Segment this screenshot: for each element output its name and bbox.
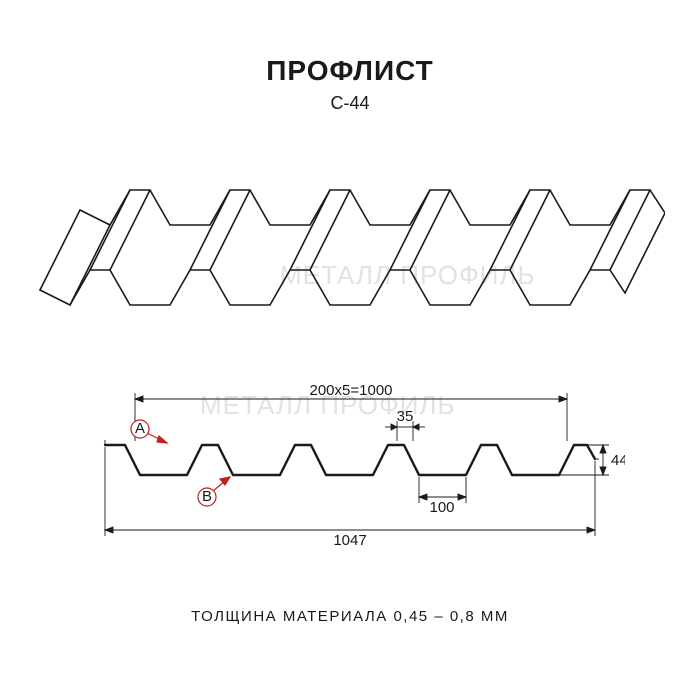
thickness-label: ТОЛЩИНА МАТЕРИАЛА 0,45 – 0,8 ММ (0, 608, 700, 625)
dim-height: 44 (611, 452, 625, 469)
isometric-profile-view (35, 175, 665, 320)
marker-a-label: A (135, 420, 145, 437)
cross-section-view: 200х5=1000 35 44 100 (75, 385, 625, 555)
dim-top-flat: 35 (397, 408, 414, 425)
dim-overall-width: 1047 (333, 532, 366, 549)
dim-pitch-formula: 200х5=1000 (310, 385, 393, 399)
product-model: С-44 (0, 93, 700, 114)
marker-b-label: B (202, 488, 212, 505)
dim-bottom-flat: 100 (429, 499, 454, 516)
product-title: ПРОФЛИСТ (0, 55, 700, 87)
